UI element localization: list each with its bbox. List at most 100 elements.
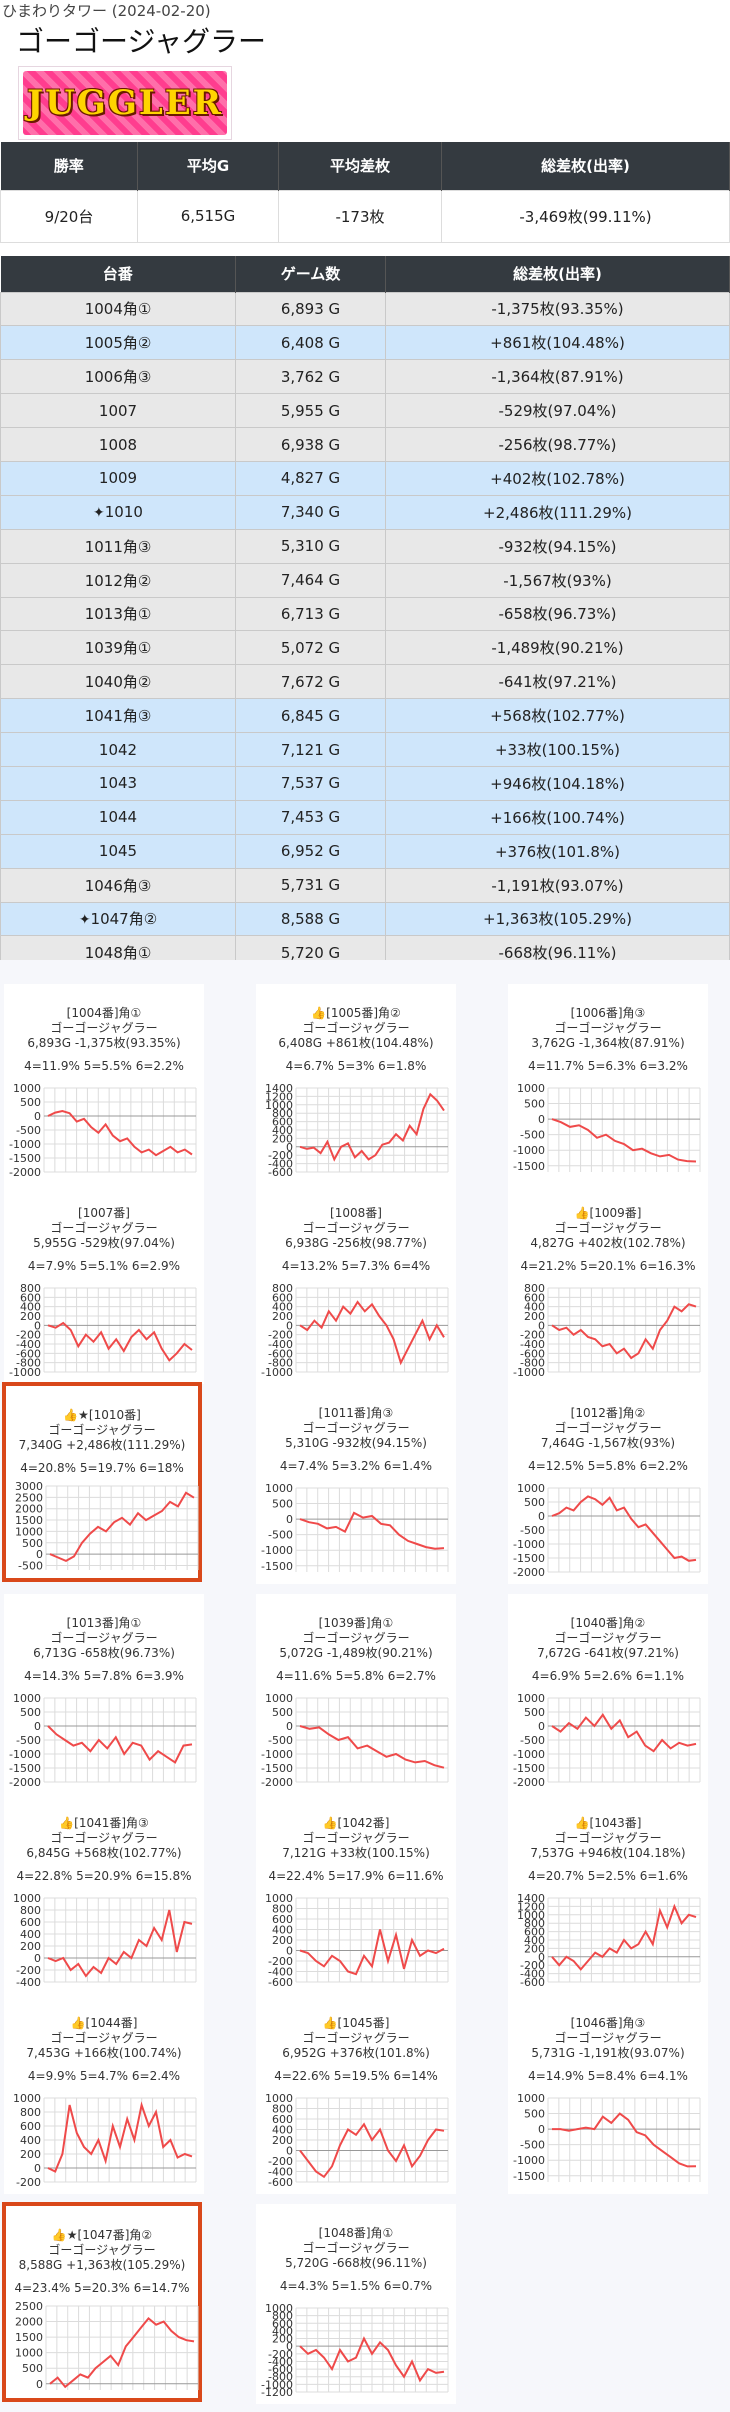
diff-series-line: [551, 1903, 697, 1971]
y-tick-label: 800: [272, 2103, 293, 2116]
machine-row[interactable]: 1046角③ 5,731 G -1,191枚(93.07%): [0, 867, 730, 903]
machine-row[interactable]: 1007 5,955 G -529枚(97.04%): [0, 393, 730, 429]
machine-row[interactable]: 1005角② 6,408 G +861枚(104.48%): [0, 325, 730, 361]
y-tick-label: -400: [268, 1966, 293, 1979]
card-probs: 4=6.7% 5=3% 6=1.8%: [285, 1059, 427, 1073]
page-subtitle: ひまわりタワー (2024-02-20): [2, 2, 211, 20]
y-tick-label: -1000: [261, 1366, 293, 1376]
machine-chart-card[interactable]: 👍★[1047番]角② ゴーゴージャグラー 8,588G +1,363枚(105.2…: [2, 2202, 202, 2402]
machine-row[interactable]: 1041角③ 6,845 G +568枚(102.77%): [0, 698, 730, 734]
y-tick-label: -500: [520, 2139, 545, 2152]
y-tick-label: -2000: [513, 1776, 545, 1786]
machine-row[interactable]: 1009 4,827 G +402枚(102.78%): [0, 460, 730, 496]
y-tick-label: 200: [272, 1934, 293, 1947]
machine-chart-card[interactable]: [1006番]角③ ゴーゴージャグラー 3,762G -1,364枚(87.91%)…: [508, 984, 708, 1184]
y-tick-label: -1500: [513, 2170, 545, 2183]
machine-row[interactable]: 1012角② 7,464 G -1,567枚(93%): [0, 562, 730, 598]
y-tick-label: 0: [34, 1110, 41, 1123]
machine-chart-card[interactable]: [1040番]角② ゴーゴージャグラー 7,672G -641枚(97.21%) 4=…: [508, 1594, 708, 1794]
machine-chart-card[interactable]: [1004番]角① ゴーゴージャグラー 6,893G -1,375枚(93.35%)…: [4, 984, 204, 1184]
machine-row[interactable]: 1011角③ 5,310 G -932枚(94.15%): [0, 528, 730, 564]
machine-row[interactable]: 1004角① 6,893 G -1,375枚(93.35%): [0, 291, 730, 327]
machine-id-label: 1009: [98, 469, 138, 488]
machine-row[interactable]: 1043 7,537 G +946枚(104.18%): [0, 765, 730, 801]
card-name: ゴーゴージャグラー: [50, 1221, 158, 1235]
machine-row[interactable]: 1039角① 5,072 G -1,489枚(90.21%): [0, 630, 730, 666]
machine-chart-card[interactable]: [1008番] ゴーゴージャグラー 6,938G -256枚(98.77%) 4=13…: [256, 1184, 456, 1384]
machine-chart-card[interactable]: [1039番]角① ゴーゴージャグラー 5,072G -1,489枚(90.21%)…: [256, 1594, 456, 1794]
y-tick-label: -1000: [513, 1748, 545, 1761]
machine-chart-card[interactable]: 👍[1044番] ゴーゴージャグラー 7,453G +166枚(100.74%) 4=…: [4, 1994, 204, 2194]
machine-chart-card[interactable]: 👍★[1010番] ゴーゴージャグラー 7,340G +2,486枚(111.29%…: [2, 1382, 202, 1582]
machine-id-label: 1013角①: [84, 605, 152, 624]
thumbs-up-icon: 👍: [322, 1816, 338, 1830]
machine-chart-card[interactable]: [1007番] ゴーゴージャグラー 5,955G -529枚(97.04%) 4=7.…: [4, 1184, 204, 1384]
machine-id-label: 1045: [98, 842, 138, 861]
machine-games: 5,072 G: [235, 630, 386, 666]
machine-row[interactable]: ✦1010 7,340 G +2,486枚(111.29%): [0, 494, 730, 530]
diff-series-line: [47, 1909, 193, 1978]
card-name: ゴーゴージャグラー: [302, 1831, 410, 1845]
card-stat: 6,845G +568枚(102.77%): [26, 1846, 182, 1860]
machine-id-label: 1041角③: [84, 707, 152, 726]
card-label: 👍★[1010番]: [6, 1408, 198, 1423]
summary-table: 勝率 平均G 平均差枚 総差枚(出率) 9/20台 6,515G -173枚 -…: [0, 142, 730, 243]
machine-row[interactable]: 1045 6,952 G +376枚(101.8%): [0, 833, 730, 869]
machine-row[interactable]: ✦1047角② 8,588 G +1,363枚(105.29%): [0, 901, 730, 937]
card-label-text: [1044番]: [85, 2016, 138, 2030]
card-label-text: [1007番]: [78, 1206, 130, 1220]
machine-games: 6,845 G: [235, 698, 386, 734]
machine-row[interactable]: 1006角③ 3,762 G -1,364枚(87.91%): [0, 359, 730, 395]
machine-chart-card[interactable]: 👍[1005番]角② ゴーゴージャグラー 6,408G +861枚(104.48%)…: [256, 984, 456, 1184]
machine-chart-card[interactable]: 👍[1042番] ゴーゴージャグラー 7,121G +33枚(100.15%) 4=2…: [256, 1794, 456, 1994]
machine-chart-card[interactable]: [1046番]角③ ゴーゴージャグラー 5,731G -1,191枚(93.07%)…: [508, 1994, 708, 2194]
y-tick-label: 800: [20, 1284, 41, 1295]
card-stat: 7,121G +33枚(100.15%): [282, 1846, 430, 1860]
machine-chart-card[interactable]: 👍[1009番] ゴーゴージャグラー 4,827G +402枚(102.78%) 4=…: [508, 1184, 708, 1384]
y-tick-label: -1000: [513, 1538, 545, 1551]
machine-diff: -1,191枚(93.07%): [385, 867, 730, 903]
y-tick-label: 0: [286, 1513, 293, 1526]
machine-chart-card[interactable]: [1013番]角① ゴーゴージャグラー 6,713G -658枚(96.73%) 4=…: [4, 1594, 204, 1794]
y-tick-label: -1500: [9, 1762, 41, 1775]
diff-series-line: [49, 2316, 195, 2389]
y-tick-label: 0: [538, 1720, 545, 1733]
machine-row[interactable]: 1008 6,938 G -256枚(98.77%): [0, 427, 730, 462]
machine-row[interactable]: 1040角② 7,672 G -641枚(97.21%): [0, 664, 730, 700]
card-name: ゴーゴージャグラー: [554, 2031, 662, 2045]
y-tick-label: -800: [16, 1357, 41, 1370]
machine-id: 1046角③: [0, 867, 236, 903]
machine-games: 7,464 G: [235, 562, 386, 598]
y-tick-label: -500: [520, 1524, 545, 1537]
machine-row[interactable]: 1044 7,453 G +166枚(100.74%): [0, 799, 730, 835]
y-tick-label: 800: [524, 1917, 545, 1930]
machine-chart-card[interactable]: [1011番]角③ ゴーゴージャグラー 5,310G -932枚(94.15%) 4=…: [256, 1384, 456, 1584]
card-probs: 4=14.3% 5=7.8% 6=3.9%: [24, 1669, 184, 1683]
diff-line-chart: 10008006004002000-200-400-600-800-1000-1…: [261, 2304, 449, 2396]
card-label-text: [1013番]角①: [66, 1616, 142, 1630]
machine-row[interactable]: 1042 7,121 G +33枚(100.15%): [0, 732, 730, 767]
machine-chart-card[interactable]: 👍[1043番] ゴーゴージャグラー 7,537G +946枚(104.18%) 4=…: [508, 1794, 708, 1994]
machine-chart-card[interactable]: [1012番]角② ゴーゴージャグラー 7,464G -1,567枚(93%) 4=1…: [508, 1384, 708, 1584]
machine-table-body: 1004角① 6,893 G -1,375枚(93.35%) 1005角② 6,408 …: [0, 291, 730, 971]
card-probs: 4=20.8% 5=19.7% 6=18%: [20, 1461, 184, 1475]
machine-id: 1007: [0, 393, 236, 429]
machine-row[interactable]: 1013角① 6,713 G -658枚(96.73%): [0, 596, 730, 632]
card-stat: 7,464G -1,567枚(93%): [540, 1436, 676, 1450]
card-probs: 4=20.7% 5=2.5% 6=1.6%: [528, 1869, 688, 1883]
machine-chart-card[interactable]: 👍[1045番] ゴーゴージャグラー 6,952G +376枚(101.8%) 4=2…: [256, 1994, 456, 2194]
machine-chart-card[interactable]: 👍[1041番]角③ ゴーゴージャグラー 6,845G +568枚(102.77%)…: [4, 1794, 204, 1994]
machine-chart-card[interactable]: [1048番]角① ゴーゴージャグラー 5,720G -668枚(96.11%) 4=…: [256, 2204, 456, 2404]
y-tick-label: -500: [520, 1734, 545, 1747]
card-label-text: [1048番]角①: [318, 2226, 394, 2240]
y-tick-label: -400: [268, 1158, 293, 1171]
y-tick-label: -200: [16, 1329, 41, 1342]
card-label-text: [1042番]: [337, 1816, 390, 1830]
card-label-text: [1011番]角③: [318, 1406, 394, 1420]
y-tick-label: 800: [272, 1284, 293, 1295]
y-tick-label: 1000: [517, 1909, 545, 1922]
y-tick-label: 3000: [15, 1482, 43, 1493]
card-stat: 5,731G -1,191枚(93.07%): [531, 2046, 685, 2060]
card-label: [1006番]角③: [508, 1006, 708, 1021]
y-tick-label: 1000: [15, 1525, 43, 1538]
